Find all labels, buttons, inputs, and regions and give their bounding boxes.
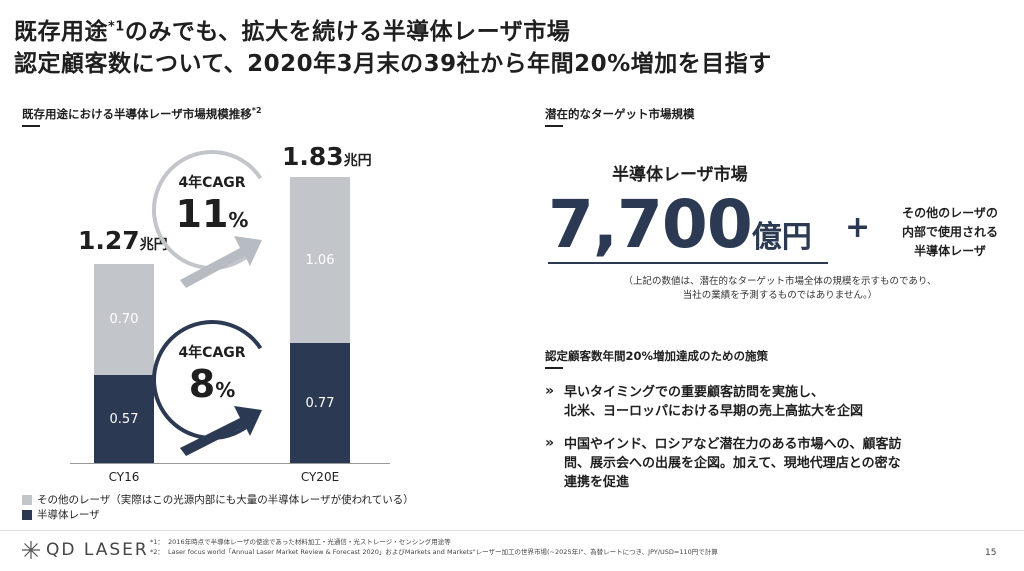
page-subtitle: 認定顧客数について、2020年3月末の39社から年間20%増加を目指す bbox=[14, 51, 772, 77]
chevron-right-icon: » bbox=[545, 435, 555, 451]
cagr-8-arrow-icon bbox=[180, 406, 262, 456]
disclaimer-note: （上記の数値は、潜在的なターゲット市場全体の規模を示すものであり、 当社の業績を… bbox=[623, 276, 937, 301]
market-label: 半導体レーザ市場 bbox=[612, 165, 748, 185]
legend-swatch-semiconductor bbox=[22, 509, 32, 520]
market-chart: 0.70 0.57 1.06 0.77 1.27兆円 1.83兆円 4年CAGR… bbox=[0, 130, 520, 520]
strategy-item-1: » 早いタイミングでの重要顧客訪問を実施し、 北米、ヨーロッパにおける早期の売上… bbox=[545, 383, 864, 419]
bar-cy20e-semiconductor: 0.77 bbox=[290, 343, 350, 463]
bar-cy20e-other-label: 1.06 bbox=[305, 252, 335, 268]
page-title: 既存用途*1のみでも、拡大を続ける半導体レーザ市場 bbox=[14, 19, 571, 45]
cagr-8-value: 8% bbox=[188, 362, 236, 406]
target-market-heading: 潜在的なターゲット市場規模 bbox=[545, 107, 695, 121]
bar-cy16-other: 0.70 bbox=[94, 264, 154, 375]
market-unit: 億円 bbox=[751, 220, 812, 255]
plus-sign: + bbox=[845, 210, 871, 245]
bar-cy16-other-label: 0.70 bbox=[109, 312, 139, 327]
cagr-arrows bbox=[151, 150, 272, 456]
cagr-8-label: 4年CAGR bbox=[178, 345, 246, 361]
sparkle-logo-icon bbox=[22, 541, 40, 559]
cagr-11-value: 11% bbox=[175, 192, 249, 236]
company-logo: QD LASER bbox=[22, 540, 149, 560]
chart-baseline bbox=[70, 463, 390, 464]
footer-divider bbox=[0, 530, 1024, 531]
strategy-heading-underline bbox=[545, 367, 563, 369]
bar-cy16-semiconductor: 0.57 bbox=[94, 375, 154, 463]
footnote-1: *1： 2016年時点で半導体レーザの使途であった材料加工・光通信・光ストレージ… bbox=[150, 538, 451, 546]
target-heading-underline bbox=[545, 125, 563, 127]
footnote-2: *2： Laser focus world「Annual Laser Marke… bbox=[150, 548, 718, 556]
left-section-heading: 既存用途における半導体レーザ市場規模推移*2 bbox=[22, 106, 262, 121]
page-number: 15 bbox=[985, 548, 997, 558]
cagr-11-label: 4年CAGR bbox=[178, 175, 246, 191]
x-label-cy16: CY16 bbox=[108, 470, 140, 484]
bar-cy20e-other: 1.06 bbox=[290, 177, 350, 343]
legend-other: その他のレーザ（実際はこの光源内部にも大量の半導体レーザが使われている） bbox=[22, 492, 414, 507]
bar-cy16-semiconductor-label: 0.57 bbox=[109, 411, 139, 427]
market-value: 7,700 bbox=[548, 186, 753, 263]
bar-cy20e-semiconductor-label: 0.77 bbox=[305, 395, 335, 411]
legend-semiconductor: 半導体レーザ bbox=[22, 507, 100, 522]
cagr-11-arrow-icon bbox=[180, 236, 262, 288]
strategy-heading: 認定顧客数年間20%増加達成のための施策 bbox=[545, 349, 769, 363]
strategy-item-2: » 中国やインド、ロシアなど潜在力のある市場への、顧客訪 問、展示会への出展を企… bbox=[545, 435, 902, 490]
other-lasers-note: その他のレーザの 内部で使用される 半導体レーザ bbox=[901, 206, 998, 258]
left-heading-underline bbox=[22, 125, 40, 127]
x-label-cy20e: CY20E bbox=[300, 470, 340, 484]
total-cy20e: 1.83兆円 bbox=[282, 142, 372, 171]
chevron-right-icon: » bbox=[545, 383, 555, 399]
legend-swatch-other bbox=[22, 494, 32, 505]
market-size: 7,700億円 bbox=[548, 188, 828, 264]
